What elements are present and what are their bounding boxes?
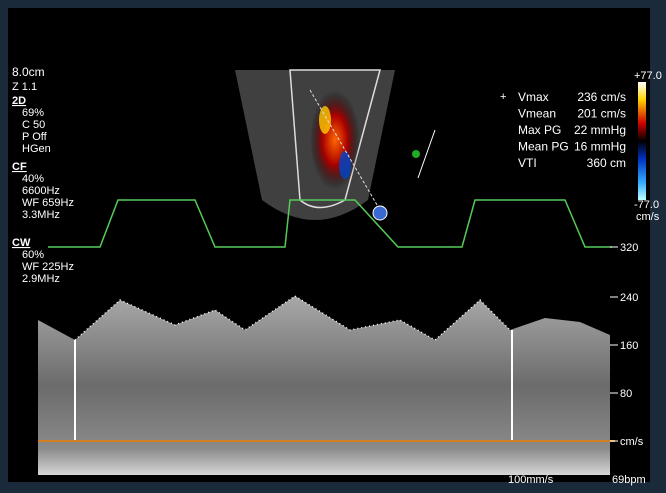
ultrasound-screen: 8.0cm Z 1.1 2D 69%C 50P OffHGen CF 40%66… [0,0,666,493]
heart-rate: 69bpm [612,474,646,486]
color-scale-unit: cm/s [636,211,660,223]
color-scale-bottom: -77.0 [634,199,659,211]
angle-dot [412,150,420,158]
color-flow [339,151,351,179]
measurement-value: 22 mmHg [574,123,626,137]
color-flow [319,106,331,134]
marker: + [500,91,506,103]
measurement-value: 201 cm/s [577,107,626,121]
scale-label: 80 [620,388,632,400]
setting-line: HGen [22,143,51,155]
color-flow [310,90,360,190]
mode-label: CF [12,161,27,173]
color-scale-top: +77.0 [634,70,662,82]
sweep-speed: 100mm/s [508,474,554,486]
scale-label: 240 [620,292,638,304]
scale-label: 320 [620,242,638,254]
mode-label: CW [12,237,31,249]
measurement-value: 16 mmHg [574,140,626,154]
depth: 8.0cm [12,65,45,79]
scale-unit: cm/s [620,436,644,448]
setting-line: 3.3MHz [22,209,60,221]
setting-line: P Off [22,131,48,143]
measurement-label: VTI [518,156,537,170]
setting-line: C 50 [22,119,45,131]
setting-line: 40% [22,173,44,185]
measurement-label: Vmax [518,90,549,104]
measurement-label: Vmean [518,107,556,121]
measurement-label: Mean PG [518,140,569,154]
setting-line: 2.9MHz [22,273,60,285]
zoom: Z 1.1 [12,81,37,93]
measurement-value: 360 cm [587,156,626,170]
setting-line: WF 225Hz [22,261,74,273]
color-bar [638,82,646,200]
probe-icon [373,206,387,220]
setting-line: 60% [22,249,44,261]
setting-line: 6600Hz [22,185,60,197]
measurement-label: Max PG [518,123,561,137]
setting-line: 69% [22,107,44,119]
scale-label: 160 [620,340,638,352]
measurement-value: 236 cm/s [577,90,626,104]
display: 8.0cm Z 1.1 2D 69%C 50P OffHGen CF 40%66… [0,0,666,493]
mode-label: 2D [12,95,26,107]
setting-line: WF 659Hz [22,197,74,209]
